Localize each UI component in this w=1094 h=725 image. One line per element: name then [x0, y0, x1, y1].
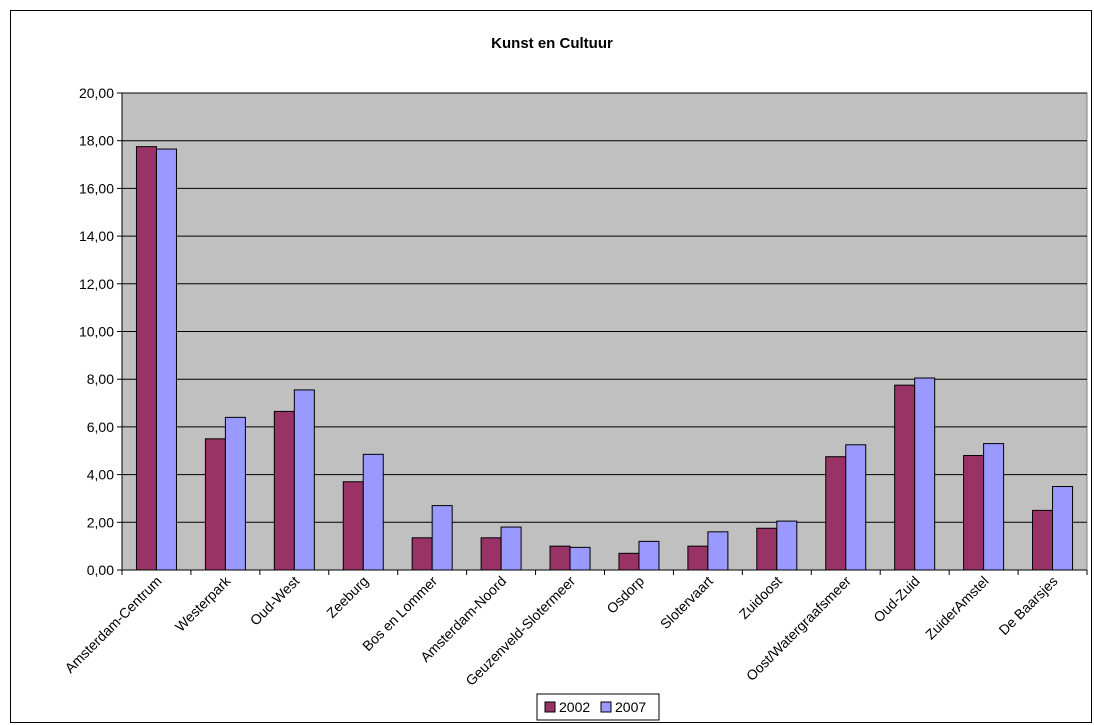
- bar-2007: [293, 389, 315, 571]
- bar-2007: [500, 526, 522, 571]
- bar-2002: [204, 438, 226, 571]
- bar-2002: [411, 537, 433, 571]
- legend-box: [536, 693, 660, 721]
- bar-2007: [431, 505, 453, 571]
- bar-2007: [638, 540, 660, 571]
- y-tick-label: 14,00: [79, 228, 114, 244]
- bar-2002: [342, 481, 364, 571]
- bar-2007: [569, 546, 591, 571]
- legend: 2002 2007: [536, 693, 660, 721]
- bar-2002: [687, 545, 709, 571]
- bar-2007: [155, 148, 177, 571]
- bar-2002: [135, 146, 157, 571]
- bar-2007: [776, 520, 798, 571]
- y-tick-label: 20,00: [79, 85, 114, 101]
- y-tick-label: 6,00: [87, 419, 114, 435]
- bar-2002: [1032, 509, 1054, 571]
- bar-2007: [914, 377, 936, 571]
- bar-2007: [707, 531, 729, 571]
- y-tick-label: 8,00: [87, 371, 114, 387]
- x-tick-label: ZuiderAmstel: [922, 573, 992, 643]
- x-tick-label: Zeeburg: [323, 573, 371, 621]
- y-tick-label: 4,00: [87, 467, 114, 483]
- bar-2002: [618, 552, 640, 571]
- chart-canvas: Kunst en Cultuur 0,00 2,00 4,00 6,00 8,00 10,…: [61, 35, 1088, 721]
- legend-label-2007: 2007: [615, 699, 646, 715]
- legend-swatch-2002: [544, 701, 556, 713]
- bar-2002: [480, 537, 502, 571]
- y-tick-label: 10,00: [79, 324, 114, 340]
- bar-2002: [963, 455, 985, 571]
- y-tick-label: 16,00: [79, 180, 114, 196]
- y-axis-ticks: 0,00 2,00 4,00 6,00 8,00 10,00 12,00 14,00 16,00…: [79, 85, 122, 578]
- bar-2002: [273, 410, 295, 571]
- y-tick-label: 18,00: [79, 133, 114, 149]
- legend-label-2002: 2002: [559, 699, 590, 715]
- x-tick-label: Slotervaart: [657, 573, 716, 632]
- x-tick-label: Zuidoost: [736, 573, 785, 622]
- x-tick-label: Amsterdam-Centrum: [61, 573, 164, 676]
- chart-frame: Kunst en Cultuur 0,00 2,00 4,00 6,00 8,00 10,…: [10, 10, 1092, 723]
- y-tick-label: 12,00: [79, 276, 114, 292]
- bar-2002: [825, 456, 847, 571]
- bar-2007: [845, 444, 867, 571]
- bar-2007: [1052, 486, 1074, 571]
- y-tick-label: 0,00: [87, 562, 114, 578]
- y-tick-label: 2,00: [87, 514, 114, 530]
- chart-title: Kunst en Cultuur: [491, 35, 613, 52]
- x-axis-labels: Amsterdam-Centrum Westerpark Oud-West Zeebu…: [61, 570, 1088, 689]
- x-tick-label: Westerpark: [172, 572, 234, 634]
- bar-2002: [756, 527, 778, 571]
- x-tick-label: Oud-Zuid: [870, 573, 923, 626]
- bars: [135, 146, 1074, 571]
- bar-2002: [894, 384, 916, 571]
- legend-swatch-2007: [600, 701, 612, 713]
- bar-2007: [362, 453, 384, 571]
- x-tick-label: Osdorp: [603, 573, 647, 617]
- bar-2002: [549, 545, 571, 571]
- x-tick-label: Oud-West: [247, 573, 303, 629]
- bar-2007: [224, 416, 246, 571]
- x-tick-label: De Baarsjes: [995, 573, 1060, 638]
- bar-2007: [983, 443, 1005, 571]
